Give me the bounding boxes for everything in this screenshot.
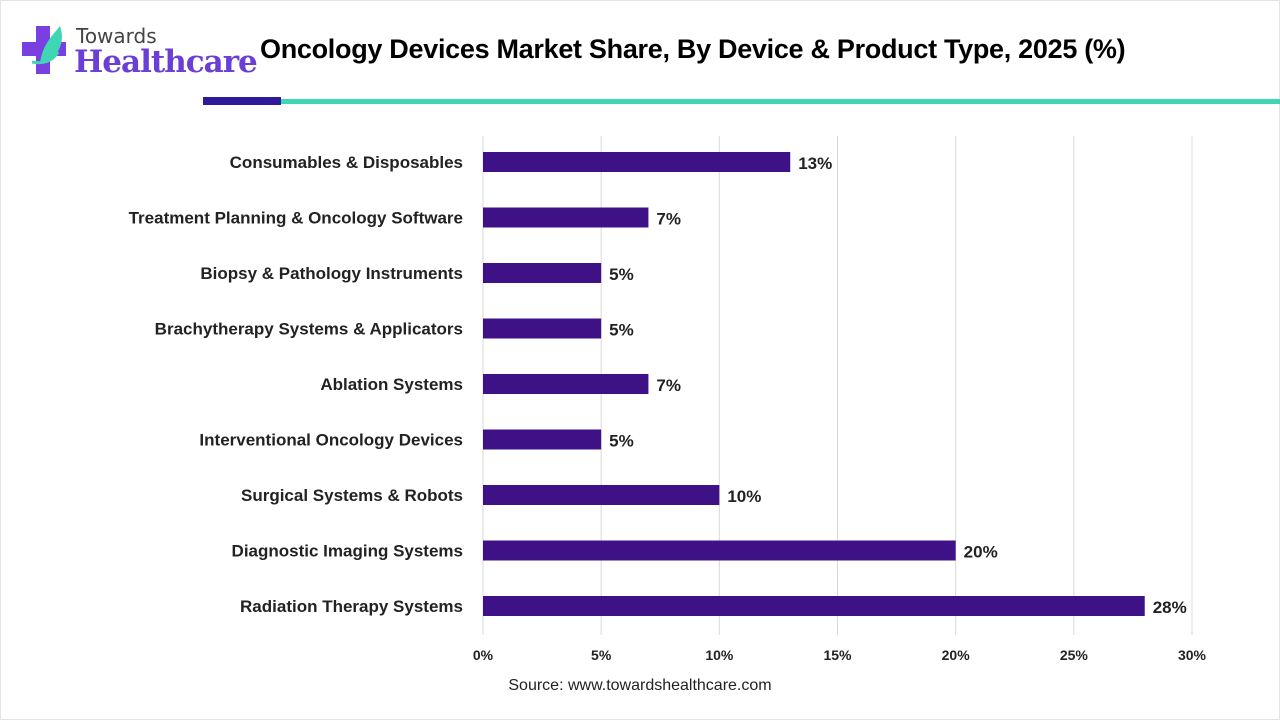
category-label: Treatment Planning & Oncology Software [129,209,463,228]
data-label: 7% [656,210,681,229]
accent-bar-dark [203,97,281,105]
bar [483,540,956,561]
bar [483,263,602,283]
category-label: Radiation Therapy Systems [240,597,463,616]
category-label: Consumables & Disposables [230,153,463,172]
bar [483,207,649,228]
bar [483,374,649,394]
data-label: 5% [609,265,634,284]
logo: Towards Healthcare [22,22,258,82]
category-label: Biopsy & Pathology Instruments [200,264,463,283]
category-label: Brachytherapy Systems & Applicators [155,320,463,339]
category-label: Surgical Systems & Robots [241,486,463,505]
category-label: Ablation Systems [320,375,463,394]
x-tick-label: 20% [942,647,971,663]
bar [483,429,602,450]
data-label: 5% [609,321,634,340]
data-label: 10% [727,487,761,506]
logo-text-towards: Towards [76,24,157,48]
category-label: Diagnostic Imaging Systems [232,542,463,561]
cross-leaf-icon [22,26,66,74]
x-tick-label: 5% [591,647,612,663]
bar [483,152,791,172]
data-label: 7% [656,376,681,395]
chart-title: Oncology Devices Market Share, By Device… [260,34,1126,64]
logo-text-healthcare: Healthcare [74,44,258,80]
x-tick-label: 25% [1060,647,1089,663]
x-tick-label: 10% [705,647,734,663]
data-label: 20% [964,543,998,562]
x-tick-label: 0% [473,647,494,663]
bar [483,596,1145,616]
bar [483,485,720,505]
category-label: Interventional Oncology Devices [199,431,463,450]
source-note: Source: www.towardshealthcare.com [508,677,772,694]
data-label: 13% [798,154,832,173]
x-tick-label: 15% [823,647,852,663]
accent-bar-teal [281,99,1280,104]
data-label: 28% [1153,598,1187,617]
data-label: 5% [609,432,634,451]
x-tick-label: 30% [1178,647,1207,663]
bar [483,318,602,339]
